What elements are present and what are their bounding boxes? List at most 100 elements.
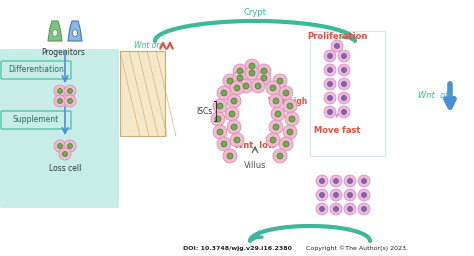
Circle shape: [338, 78, 350, 90]
Text: Differentiation: Differentiation: [8, 66, 64, 74]
Polygon shape: [68, 21, 82, 41]
Circle shape: [287, 103, 293, 109]
Circle shape: [237, 68, 243, 74]
Circle shape: [316, 175, 328, 187]
Circle shape: [362, 207, 366, 211]
Circle shape: [347, 207, 353, 211]
Circle shape: [271, 107, 285, 121]
Circle shape: [261, 68, 267, 74]
Text: Villus: Villus: [244, 161, 266, 170]
Circle shape: [279, 137, 293, 151]
Circle shape: [257, 71, 271, 85]
FancyBboxPatch shape: [0, 49, 119, 208]
Circle shape: [334, 193, 338, 197]
Text: Wnt high: Wnt high: [268, 97, 307, 105]
Circle shape: [275, 111, 281, 117]
Text: Progenitors: Progenitors: [41, 48, 85, 57]
Circle shape: [221, 90, 227, 96]
Circle shape: [67, 89, 73, 93]
Circle shape: [341, 54, 346, 59]
Circle shape: [273, 149, 287, 163]
Text: Supplement: Supplement: [13, 115, 59, 124]
Circle shape: [338, 50, 350, 62]
Circle shape: [257, 64, 271, 78]
Circle shape: [211, 112, 225, 126]
Ellipse shape: [73, 29, 78, 37]
Circle shape: [237, 75, 243, 81]
Circle shape: [230, 133, 244, 147]
Circle shape: [319, 207, 325, 211]
Circle shape: [229, 111, 235, 117]
Circle shape: [269, 120, 283, 134]
Circle shape: [347, 193, 353, 197]
Circle shape: [330, 175, 342, 187]
Circle shape: [227, 78, 233, 84]
Circle shape: [283, 125, 297, 139]
Text: Wnt  low: Wnt low: [234, 141, 276, 150]
Circle shape: [344, 175, 356, 187]
Text: Wnt on: Wnt on: [134, 41, 162, 50]
Circle shape: [215, 116, 221, 122]
Circle shape: [63, 152, 67, 156]
Circle shape: [67, 99, 73, 103]
Circle shape: [234, 137, 240, 143]
Circle shape: [328, 110, 332, 114]
Circle shape: [223, 74, 237, 88]
Circle shape: [64, 85, 76, 97]
Circle shape: [251, 79, 265, 93]
Circle shape: [338, 106, 350, 118]
Circle shape: [217, 137, 231, 151]
Circle shape: [324, 64, 336, 76]
Text: DOI: 10.3748/wjg.v29.i16.2380: DOI: 10.3748/wjg.v29.i16.2380: [182, 246, 292, 251]
Circle shape: [331, 40, 343, 52]
Circle shape: [57, 144, 63, 148]
Circle shape: [362, 193, 366, 197]
Text: Wnt  off: Wnt off: [419, 91, 452, 101]
Circle shape: [261, 75, 267, 81]
Circle shape: [283, 99, 297, 113]
Circle shape: [227, 94, 241, 108]
Circle shape: [324, 92, 336, 104]
Circle shape: [328, 95, 332, 101]
Circle shape: [335, 44, 339, 48]
Circle shape: [324, 106, 336, 118]
Text: ISCs: ISCs: [197, 106, 213, 115]
Circle shape: [231, 124, 237, 130]
Circle shape: [223, 149, 237, 163]
Circle shape: [285, 112, 299, 126]
Circle shape: [277, 153, 283, 159]
Circle shape: [213, 99, 227, 113]
Circle shape: [319, 193, 325, 197]
Circle shape: [362, 178, 366, 184]
Circle shape: [245, 59, 259, 73]
Circle shape: [341, 95, 346, 101]
Circle shape: [358, 175, 370, 187]
Circle shape: [234, 85, 240, 91]
Circle shape: [239, 79, 253, 93]
Circle shape: [233, 64, 247, 78]
Circle shape: [266, 133, 280, 147]
Circle shape: [338, 64, 350, 76]
Circle shape: [289, 116, 295, 122]
Circle shape: [358, 203, 370, 215]
Circle shape: [255, 83, 261, 89]
Circle shape: [270, 85, 276, 91]
Circle shape: [330, 189, 342, 201]
Circle shape: [269, 94, 283, 108]
Circle shape: [57, 89, 63, 93]
Circle shape: [217, 103, 223, 109]
Polygon shape: [48, 21, 62, 41]
Circle shape: [334, 178, 338, 184]
Circle shape: [287, 129, 293, 135]
Circle shape: [273, 98, 279, 104]
Circle shape: [358, 189, 370, 201]
Circle shape: [54, 140, 66, 152]
Circle shape: [249, 70, 255, 76]
Circle shape: [270, 137, 276, 143]
FancyBboxPatch shape: [1, 111, 71, 129]
Circle shape: [341, 110, 346, 114]
Circle shape: [67, 144, 73, 148]
Circle shape: [283, 90, 289, 96]
Circle shape: [328, 68, 332, 72]
FancyBboxPatch shape: [1, 61, 71, 79]
